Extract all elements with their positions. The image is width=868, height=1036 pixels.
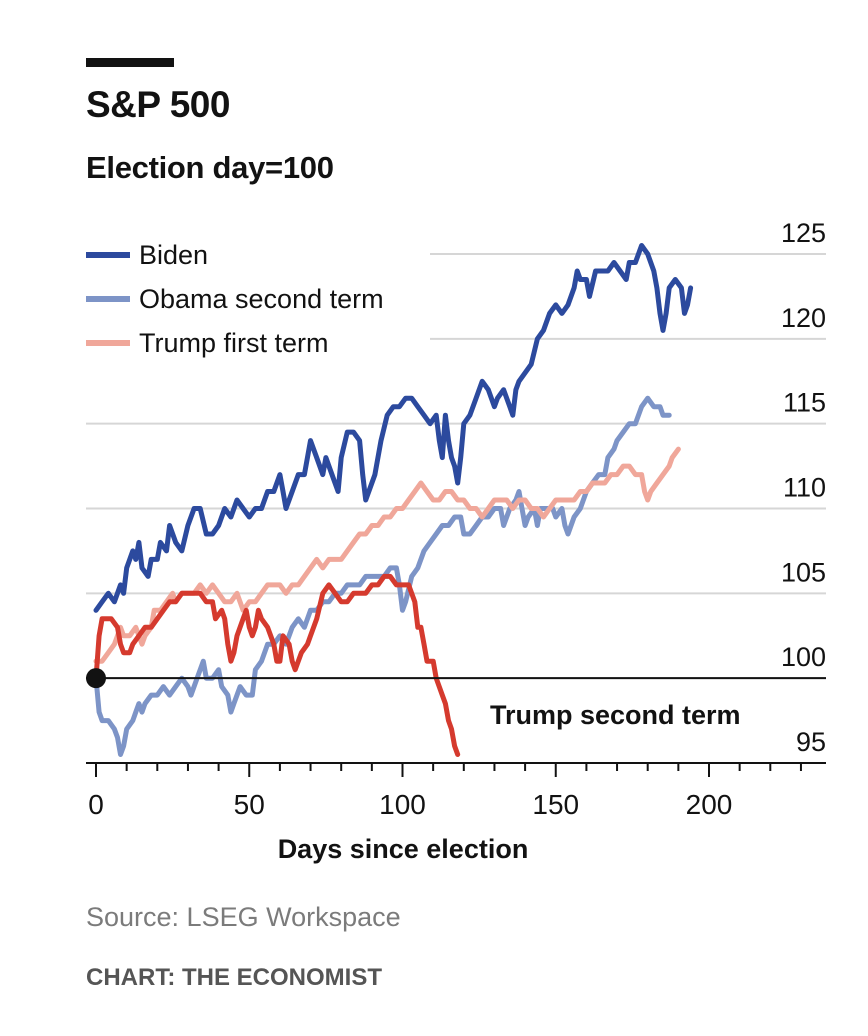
chart-credit: CHART: THE ECONOMIST [86,964,382,991]
y-tick-label-110: 110 [783,473,826,503]
legend: Biden Obama second term Trump first term [86,240,384,358]
legend-label-1: Obama second term [139,284,384,314]
series-line-3 [93,573,461,757]
series-line-0 [93,243,694,613]
legend-label-2: Trump first term [139,328,329,358]
top-rule [86,58,174,67]
annotation-label-0: Trump second term [490,700,741,730]
annotations: Trump second term [490,700,741,730]
y-tick-label-115: 115 [783,388,826,418]
x-tick-label-100: 100 [379,789,426,820]
x-tick-label-50: 50 [234,789,265,820]
chart-subtitle: Election day=100 [86,150,334,185]
x-tick-label-150: 150 [532,789,579,820]
y-tick-label-125: 125 [781,218,826,248]
y-tick-label-100: 100 [781,642,826,672]
x-tick-label-200: 200 [686,789,733,820]
x-axis: 0 50 100 150 200 Days since election [86,762,826,864]
y-tick-label-95: 95 [796,727,826,757]
election-day-marker [86,668,106,689]
legend-label-0: Biden [139,240,208,270]
y-tick-label-120: 120 [781,303,826,333]
chart-svg: 95 100 105 110 115 120 125 0 50 100 150 200 Days si… [86,218,826,864]
y-tick-label-105: 105 [781,557,826,587]
x-tick-label-0: 0 [88,789,104,820]
chart-title: S&P 500 [86,84,230,125]
source-note: Source: LSEG Workspace [86,902,401,932]
x-axis-label: Days since election [278,834,529,864]
series-lines [86,243,826,757]
